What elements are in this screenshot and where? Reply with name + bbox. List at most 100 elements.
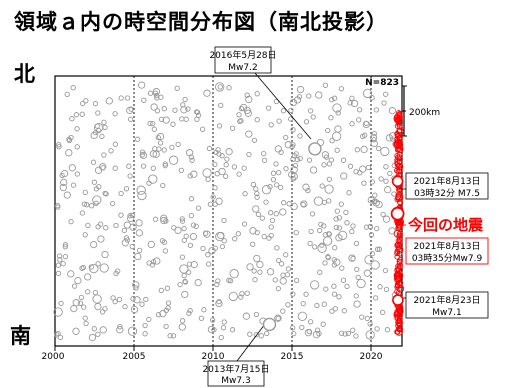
event-point: [335, 234, 343, 242]
event-point: [307, 319, 314, 325]
event-point: [232, 236, 238, 242]
event-point: [319, 183, 325, 189]
event-point: [326, 176, 333, 182]
event-point: [72, 327, 80, 335]
event-point: [156, 132, 165, 141]
event-point: [159, 310, 167, 318]
event-point: [63, 191, 71, 199]
event-point: [62, 253, 69, 260]
event-point: [60, 260, 66, 267]
event-point: [162, 161, 168, 167]
event-point: [55, 270, 62, 277]
event-point-recent: [395, 328, 403, 336]
event-point: [306, 93, 312, 99]
event-point: [174, 85, 180, 91]
event-point: [244, 290, 250, 296]
event-point: [365, 330, 375, 340]
event-point: [317, 243, 327, 253]
event-point: [353, 333, 359, 339]
event-point: [354, 266, 360, 273]
event-point: [162, 116, 170, 124]
event-point: [369, 250, 376, 257]
event-point-recent: [397, 257, 403, 263]
event-point: [62, 244, 68, 250]
event-point: [147, 120, 153, 127]
event-point: [317, 269, 323, 275]
event-point: [273, 161, 279, 167]
event-point: [180, 102, 186, 108]
event-point: [118, 95, 124, 101]
event-point: [254, 229, 260, 236]
event-point: [380, 211, 386, 218]
event-point: [338, 86, 345, 92]
event-point: [206, 261, 212, 267]
event-point-recent: [397, 142, 404, 148]
event-point: [289, 98, 298, 107]
event-point: [229, 269, 239, 279]
annotation-box-0332: [405, 172, 489, 200]
event-point: [78, 294, 85, 301]
event-point: [268, 232, 274, 239]
event-point: [161, 106, 167, 112]
event-point: [280, 272, 286, 278]
event-point: [344, 283, 350, 290]
event-point: [126, 163, 132, 169]
event-point: [150, 103, 158, 111]
event-point: [56, 142, 62, 148]
event-point: [203, 230, 211, 238]
event-point: [267, 184, 273, 190]
event-point: [370, 260, 380, 270]
event-point: [161, 147, 167, 153]
event-point: [134, 136, 141, 142]
event-point: [283, 166, 289, 172]
event-point: [294, 277, 300, 284]
event-point: [308, 228, 314, 235]
event-2013-marker: [262, 317, 277, 332]
event-point: [179, 216, 185, 222]
event-point: [147, 90, 154, 96]
event-point: [309, 166, 318, 174]
event-point: [334, 208, 340, 214]
event-point: [135, 229, 143, 237]
event-point: [152, 150, 160, 158]
event-point: [334, 125, 342, 133]
event-point: [165, 300, 172, 306]
x-ticks: [54, 346, 372, 351]
event-point: [156, 146, 162, 152]
event-point: [251, 268, 257, 274]
event-point: [376, 246, 383, 252]
event-point: [296, 85, 305, 94]
event-point: [216, 298, 222, 305]
event-point: [227, 278, 234, 284]
event-point: [181, 237, 187, 243]
event-point: [80, 100, 86, 107]
event-point: [326, 231, 332, 237]
annotation-2016-leader: [254, 72, 312, 140]
event-point: [79, 265, 85, 271]
event-point: [99, 133, 105, 140]
event-point: [123, 221, 131, 229]
event-point: [64, 91, 70, 98]
event-point: [55, 330, 61, 337]
event-point-recent: [396, 138, 403, 145]
event-point: [313, 196, 324, 206]
event-point: [93, 123, 104, 133]
event-point: [241, 221, 248, 227]
event-point: [367, 321, 373, 327]
event-point: [85, 289, 91, 295]
event-point: [309, 211, 316, 217]
event-point: [228, 291, 238, 302]
event-point: [331, 257, 337, 263]
event-point: [99, 326, 107, 334]
event-point: [235, 231, 241, 237]
event-point: [101, 119, 107, 125]
event-point: [383, 91, 389, 97]
event-point: [261, 157, 268, 164]
event-point: [129, 212, 136, 219]
event-point: [205, 176, 211, 182]
event-point: [276, 169, 282, 176]
event-point: [185, 106, 191, 112]
event-point: [54, 332, 60, 338]
event-point: [108, 148, 114, 154]
event-point: [73, 112, 80, 118]
